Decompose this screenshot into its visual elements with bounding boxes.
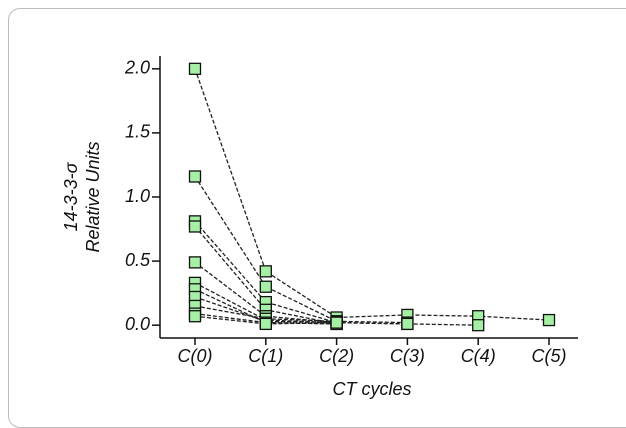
y-tick-label: 2.0 xyxy=(124,58,150,78)
point-marker xyxy=(472,319,485,332)
point-marker xyxy=(401,317,414,331)
y-axis-label: 14-3-3-σ xyxy=(61,161,81,231)
point-marker xyxy=(259,265,272,278)
y-tick-label: 0.0 xyxy=(125,314,150,334)
y-tick-label: 0.5 xyxy=(125,250,151,270)
x-tick-label: C(2) xyxy=(319,346,354,366)
chart: 14-3-3-σ Relative Units CT cycles 0.0 0.5… xyxy=(61,56,578,399)
point-marker xyxy=(330,316,343,329)
point-marker xyxy=(188,256,202,269)
y-tick-label: 1.5 xyxy=(125,122,151,142)
x-tick-label: C(4) xyxy=(461,346,496,366)
point-marker xyxy=(188,220,202,233)
point-marker xyxy=(542,313,556,327)
x-axis-label: CT cycles xyxy=(332,379,411,399)
point-marker xyxy=(188,62,202,75)
point-marker xyxy=(188,170,202,183)
x-tick-label: C(0) xyxy=(178,346,213,366)
x-tick-label: C(3) xyxy=(390,346,425,366)
y-axis-label: Relative Units xyxy=(83,141,103,252)
point-marker xyxy=(188,310,202,323)
series-line xyxy=(194,176,408,324)
y-tick-label: 1.0 xyxy=(125,186,150,206)
point-marker xyxy=(259,317,272,331)
series-line xyxy=(194,68,550,321)
x-tick-label: C(1) xyxy=(248,346,283,366)
point-marker xyxy=(259,280,272,293)
x-tick-label: C(5) xyxy=(532,346,567,366)
